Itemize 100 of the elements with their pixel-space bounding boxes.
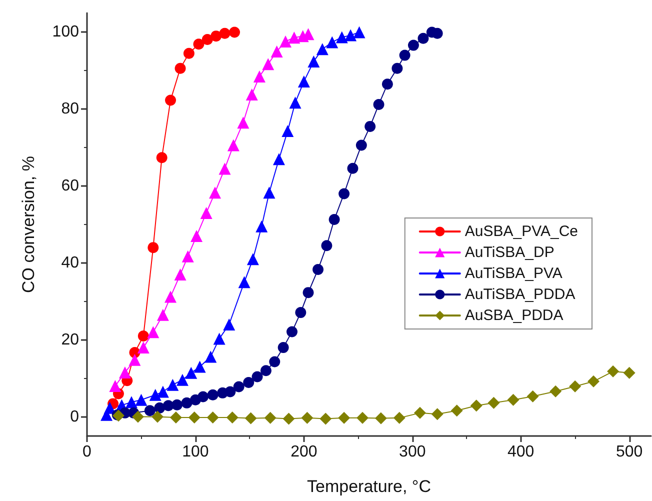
y-tick-label: 20 (61, 331, 80, 348)
point (243, 377, 254, 388)
point (270, 45, 283, 58)
point (156, 152, 168, 164)
point (408, 40, 419, 51)
point (152, 410, 164, 423)
point (193, 38, 204, 50)
point (374, 412, 387, 424)
point (190, 230, 203, 242)
point (244, 412, 257, 424)
point (336, 31, 348, 44)
point (210, 30, 222, 42)
point (347, 162, 358, 174)
point (588, 375, 600, 388)
y-tick-label: 0 (70, 408, 80, 426)
y-axis-title: CO conversion, % (19, 156, 38, 293)
point (206, 412, 219, 424)
point (356, 412, 368, 424)
point (289, 96, 302, 109)
point (286, 326, 298, 338)
point (253, 70, 266, 82)
point (227, 139, 240, 152)
point (326, 36, 338, 48)
y-tick-label: 100 (52, 24, 80, 41)
point (269, 356, 280, 368)
x-tick-label: 0 (82, 444, 92, 460)
point (393, 412, 406, 424)
point (569, 380, 582, 392)
legend-label: AuTiSBA_PVA (464, 265, 562, 282)
point (246, 253, 259, 266)
point (328, 214, 340, 225)
point (164, 290, 177, 303)
point (278, 342, 289, 354)
point (144, 405, 156, 416)
point (260, 365, 272, 376)
point (229, 26, 240, 38)
point (282, 125, 294, 138)
point (174, 62, 186, 74)
point (301, 412, 314, 424)
point (137, 342, 150, 354)
point (174, 268, 186, 280)
point (353, 26, 366, 38)
point (246, 88, 258, 101)
point (356, 140, 367, 151)
point (282, 412, 295, 425)
point (399, 50, 410, 61)
point (321, 240, 332, 252)
point (156, 308, 169, 321)
x-tick-label: 500 (616, 444, 643, 460)
point (298, 75, 310, 88)
point (172, 399, 183, 410)
x-tick-label: 100 (182, 444, 209, 460)
point (392, 62, 403, 74)
point (218, 162, 231, 175)
point (226, 412, 238, 424)
point (418, 32, 429, 44)
y-tick-label: 60 (61, 178, 80, 195)
point (431, 408, 444, 420)
point (132, 410, 144, 423)
point (623, 366, 636, 379)
point (182, 250, 194, 262)
point (147, 326, 160, 338)
point (219, 28, 230, 39)
point (488, 396, 500, 409)
point (414, 406, 426, 419)
point (135, 394, 148, 406)
point (109, 380, 122, 392)
x-tick-label: 400 (507, 444, 534, 460)
point (149, 388, 162, 401)
point (156, 386, 169, 398)
point (224, 386, 236, 398)
y-tick-label: 80 (61, 100, 80, 118)
point (238, 276, 250, 288)
point (176, 374, 188, 386)
point (373, 99, 384, 110)
point (302, 287, 314, 298)
point (233, 381, 244, 392)
point (194, 360, 206, 373)
point (138, 330, 149, 342)
point (181, 397, 192, 408)
point (200, 206, 212, 219)
point (128, 354, 141, 366)
point (118, 366, 131, 379)
point (338, 188, 350, 200)
point (272, 153, 285, 166)
point (125, 396, 138, 408)
y-tick-label: 40 (61, 254, 80, 272)
point (550, 385, 562, 398)
point (148, 242, 159, 254)
legend-label: AuSBA_PVA_Ce (464, 223, 578, 240)
point (312, 264, 324, 275)
point (338, 412, 350, 424)
point (237, 116, 250, 129)
point (382, 78, 393, 90)
point (316, 43, 328, 56)
point (202, 34, 213, 46)
point (165, 94, 176, 106)
point (223, 318, 236, 330)
point (208, 186, 221, 199)
point (526, 390, 539, 402)
